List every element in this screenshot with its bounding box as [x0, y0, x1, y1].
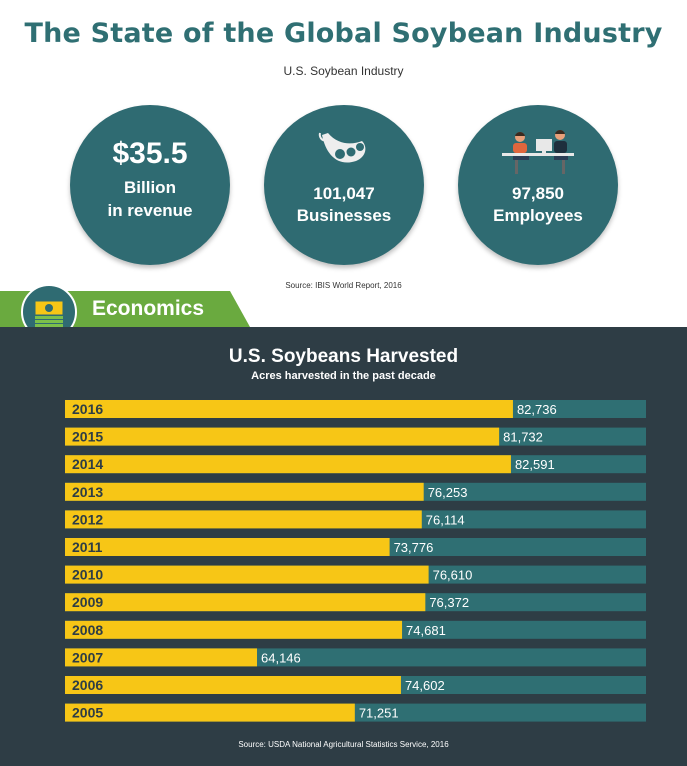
value-label: 74,681: [406, 623, 446, 638]
bar-2005: [65, 703, 355, 722]
value-label: 71,251: [359, 706, 399, 721]
category-label: 2014: [72, 456, 103, 472]
category-label: 2006: [72, 677, 103, 693]
value-label: 64,146: [261, 650, 301, 665]
chart-title: U.S. Soybeans Harvested: [228, 346, 459, 367]
businesses-value: 101,047: [313, 184, 375, 203]
value-label: 73,776: [394, 540, 434, 555]
value-label: 82,736: [517, 402, 557, 417]
category-label: 2012: [72, 511, 103, 527]
bar-2008: [65, 620, 403, 639]
category-label: 2013: [72, 484, 103, 500]
businesses-stat-circle: 101,047 Businesses: [264, 105, 424, 265]
stats-source: Source: IBIS World Report, 2016: [285, 281, 402, 290]
revenue-label: in revenue: [107, 201, 193, 220]
value-label: 76,610: [433, 568, 473, 583]
bar-2010: [65, 565, 429, 584]
bar-2015: [65, 427, 500, 446]
value-label: 76,253: [428, 485, 468, 500]
revenue-value: $35.5: [112, 137, 188, 170]
bar-2011: [65, 538, 390, 556]
category-label: 2009: [72, 594, 103, 610]
page-title: The State of the Global Soybean Industry: [24, 18, 663, 49]
employees-label: Employees: [493, 206, 583, 225]
chart-subtitle: Acres harvested in the past decade: [251, 370, 436, 382]
office-workers-icon: [502, 129, 574, 174]
bar-2006: [65, 676, 401, 694]
bar-2007: [65, 648, 258, 667]
revenue-stat-circle: $35.5 Billion in revenue: [70, 105, 230, 265]
chart-source: Source: USDA National Agricultural Stati…: [238, 740, 449, 749]
category-label: 2005: [72, 705, 103, 721]
bar-2014: [65, 455, 511, 474]
category-label: 2007: [72, 649, 103, 665]
value-label: 76,114: [426, 512, 465, 527]
section-label: Economics: [92, 297, 205, 320]
value-label: 74,602: [405, 678, 445, 693]
value-label: 82,591: [515, 457, 555, 472]
category-label: 2015: [72, 429, 103, 445]
category-label: 2010: [72, 567, 103, 583]
category-label: 2016: [72, 401, 103, 417]
value-label: 76,372: [429, 595, 469, 610]
bar-2009: [65, 593, 426, 612]
bar-2012: [65, 510, 422, 529]
employees-stat-circle: 97,850 Employees: [458, 105, 618, 265]
page-subtitle: U.S. Soybean Industry: [283, 64, 404, 78]
revenue-unit: Billion: [124, 178, 176, 197]
bar-2013: [65, 482, 424, 501]
businesses-label: Businesses: [296, 206, 392, 225]
category-label: 2008: [72, 622, 103, 638]
soybean-pod-icon: [318, 132, 366, 163]
category-label: 2011: [72, 539, 103, 555]
value-label: 81,732: [503, 430, 543, 445]
employees-value: 97,850: [512, 184, 564, 203]
bar-2016: [65, 400, 513, 418]
